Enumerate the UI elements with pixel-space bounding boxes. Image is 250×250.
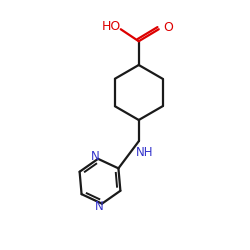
Text: O: O: [163, 21, 173, 34]
Text: HO: HO: [102, 20, 121, 33]
Text: N: N: [91, 150, 100, 163]
Text: N: N: [95, 200, 104, 213]
Text: NH: NH: [136, 146, 154, 159]
